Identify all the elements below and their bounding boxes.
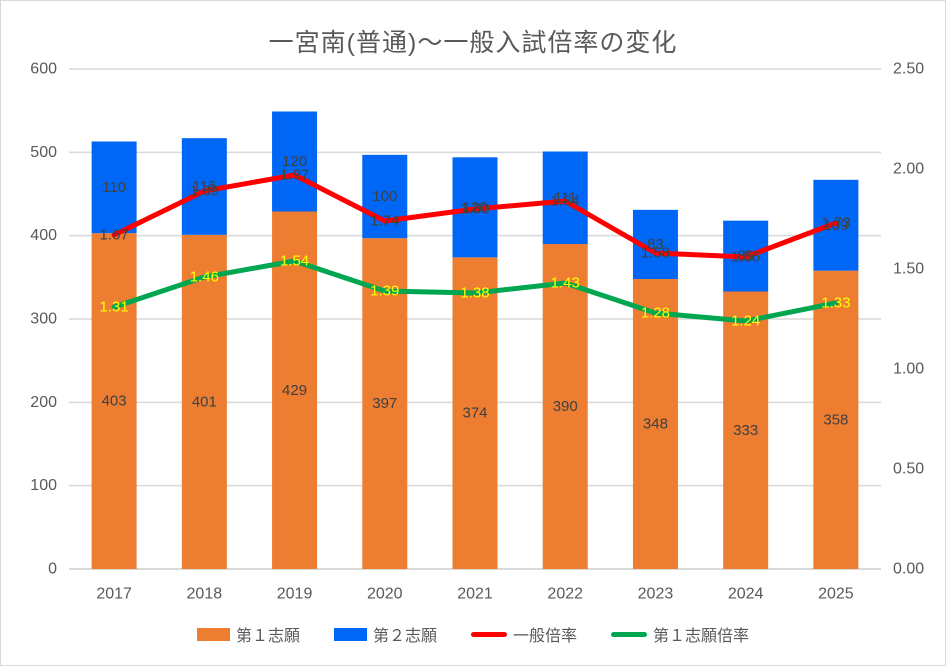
line-data-label: 1.46 <box>190 269 219 286</box>
left-axis-tick-label: 100 <box>30 477 57 494</box>
bar-data-label: 120 <box>462 199 487 216</box>
legend-bar-swatch <box>196 627 230 641</box>
x-axis-category-label: 2017 <box>96 586 132 603</box>
bar-data-label: 83 <box>647 236 664 253</box>
legend-item: 一般倍率 <box>471 622 577 646</box>
right-axis-tick-label: 2.00 <box>893 161 924 178</box>
legend-item: 第１志願 <box>196 622 300 646</box>
legend-line-swatch <box>471 631 507 637</box>
line-data-label: 1.43 <box>551 275 580 292</box>
legend-line-swatch <box>611 631 648 637</box>
line-data-label: 1.97 <box>280 167 309 184</box>
bar-data-label: 110 <box>102 179 126 196</box>
legend-label: 第１志願倍率 <box>653 628 750 645</box>
bar-data-label: 429 <box>282 382 307 399</box>
right-axis-tick-label: 1.00 <box>893 361 924 378</box>
left-axis-tick-label: 300 <box>30 311 57 328</box>
bar-data-label: 100 <box>372 188 397 205</box>
line-data-label: 1.31 <box>100 299 129 316</box>
line-data-label: 1.89 <box>190 183 219 200</box>
legend-item: 第２志願 <box>333 622 437 646</box>
legend-label: 一般倍率 <box>513 628 578 645</box>
bar-segment <box>542 244 588 569</box>
bar-segment <box>813 270 859 569</box>
x-axis-category-label: 2021 <box>457 586 493 603</box>
left-axis-tick-label: 200 <box>30 394 57 411</box>
right-axis-tick-label: 1.50 <box>893 261 924 278</box>
bar-data-label: 401 <box>192 393 217 410</box>
line-data-label: 1.24 <box>731 313 760 330</box>
bar-segment <box>272 211 318 569</box>
right-axis-tick-label: 0.50 <box>893 461 924 478</box>
legend: 第１志願 第２志願 一般倍率 第１志願倍率 <box>1 618 945 650</box>
bar-segment <box>91 233 137 569</box>
bar-segment <box>91 141 137 234</box>
bar-segment <box>542 151 588 244</box>
left-axis-tick-label: 600 <box>30 61 57 78</box>
line-data-label: 1.73 <box>821 215 850 232</box>
bar-data-label: 390 <box>553 398 578 415</box>
bar-data-label: 403 <box>102 393 127 410</box>
bar-data-label: 358 <box>823 411 848 428</box>
bar-data-label: 348 <box>643 416 668 433</box>
line-data-label: 1.84 <box>551 193 580 210</box>
bar-data-label: 120 <box>282 153 307 170</box>
x-axis-category-label: 2024 <box>728 586 764 603</box>
line-series <box>111 258 839 324</box>
bar-data-label: 333 <box>733 422 758 439</box>
left-axis-tick-label: 0 <box>48 561 57 578</box>
line-data-label: 1.80 <box>460 201 489 218</box>
legend-bar-swatch <box>333 627 367 641</box>
bar-data-label: 116 <box>192 178 216 195</box>
line-data-label: 1.39 <box>370 283 399 300</box>
x-axis-category-label: 2018 <box>187 586 223 603</box>
bar-segment <box>181 234 227 570</box>
x-axis-category-label: 2025 <box>818 586 854 603</box>
left-axis-tick-label: 400 <box>30 227 57 244</box>
right-axis-tick-label: 0.00 <box>893 561 924 578</box>
x-axis-category-label: 2022 <box>547 586 583 603</box>
line-data-label: 1.28 <box>641 305 670 322</box>
x-axis-category-label: 2023 <box>638 586 674 603</box>
legend-label: 第１志願 <box>235 628 300 645</box>
legend-item: 第１志願倍率 <box>611 622 749 646</box>
line-data-label: 1.67 <box>100 227 129 244</box>
bar-segment <box>723 291 769 569</box>
line-data-label: 1.54 <box>280 253 309 270</box>
line-series <box>111 172 839 260</box>
bar-segment <box>632 279 678 569</box>
bar-segment <box>452 257 498 569</box>
bar-data-label: 374 <box>462 405 487 422</box>
line-data-label: 1.38 <box>460 285 489 302</box>
right-axis-tick-label: 2.50 <box>893 61 924 78</box>
line-data-label: 1.58 <box>641 245 670 262</box>
line-data-label: 1.74 <box>370 213 399 230</box>
bar-data-label: 111 <box>554 189 577 206</box>
legend-label: 第２志願 <box>372 628 437 645</box>
left-axis-tick-label: 500 <box>30 144 57 161</box>
line-data-label: 1.33 <box>821 295 850 312</box>
bar-data-label: 85 <box>737 248 754 265</box>
bar-data-label: 397 <box>372 395 397 412</box>
bar-segment <box>272 111 318 212</box>
x-axis-category-label: 2019 <box>277 586 313 603</box>
line-data-label: 1.56 <box>731 249 760 266</box>
x-axis-category-label: 2020 <box>367 586 403 603</box>
bar-segment <box>362 154 408 239</box>
chart-title: 一宮南(普通)～一般入試倍率の変化 <box>268 29 678 57</box>
bar-data-label: 109 <box>823 217 848 234</box>
